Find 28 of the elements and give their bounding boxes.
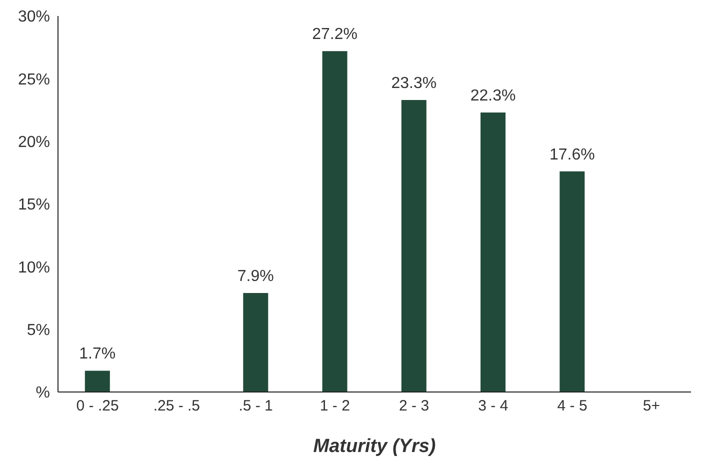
- y-tick-label: %: [36, 384, 50, 402]
- data-label: 1.7%: [79, 346, 116, 363]
- bar: [243, 292, 268, 392]
- y-tick-label: 15%: [18, 196, 50, 214]
- x-tick-label: .5 - 1: [238, 398, 273, 415]
- x-tick-label: 1 - 2: [320, 398, 350, 415]
- data-label: 23.3%: [391, 74, 437, 92]
- x-tick-label: 5+: [642, 398, 660, 415]
- y-tick-label: 25%: [18, 71, 50, 88]
- x-axis-title: Maturity (Yrs): [313, 436, 436, 457]
- data-label: 7.9%: [237, 268, 274, 285]
- y-tick-label: 5%: [26, 322, 50, 340]
- y-tick-label: 20%: [18, 134, 50, 152]
- x-tick-label: 2 - 3: [399, 398, 430, 415]
- x-tick-label: 4 - 5: [557, 398, 588, 415]
- x-tick-label: 0 - .25: [76, 398, 119, 415]
- bar: [322, 51, 348, 392]
- x-tick-label: 3 - 4: [478, 398, 508, 415]
- data-label: 17.6%: [549, 146, 595, 164]
- bar: [560, 171, 585, 392]
- bar: [480, 112, 506, 392]
- y-tick-label: 10%: [18, 259, 50, 276]
- data-label: 22.3%: [470, 88, 516, 105]
- bar: [84, 370, 110, 392]
- y-tick-label: 30%: [18, 8, 50, 26]
- data-label: 27.2%: [312, 26, 358, 44]
- x-tick-label: .25 - .5: [153, 398, 200, 415]
- bar: [401, 100, 426, 392]
